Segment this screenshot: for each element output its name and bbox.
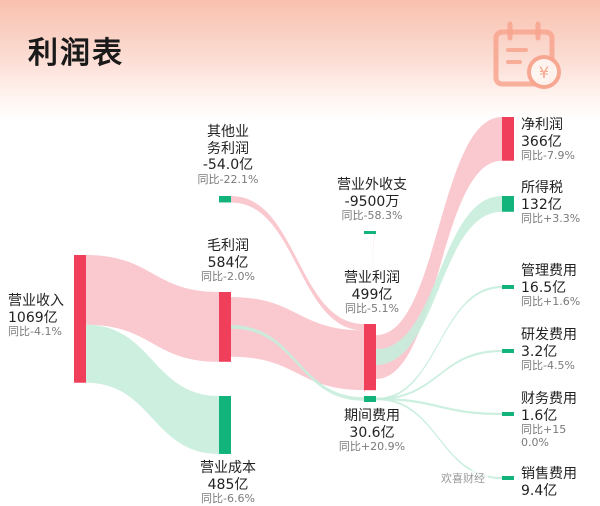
node-yoy: 同比+3.3% (521, 212, 581, 226)
node-yoy: 同比-7.9% (521, 149, 575, 163)
node-yoy: 同比-2.0% (201, 270, 255, 284)
node-value: 9.4亿 (521, 482, 558, 499)
label-non-operating: 营业外收支 -9500万 同比-58.3% (322, 177, 422, 223)
label-other-profit: 其他业 务利润 -54.0亿 同比-22.1% (186, 124, 270, 187)
label-gross-profit: 毛利润 584亿 同比-2.0% (186, 238, 270, 284)
node-name: 营业收入 (8, 293, 64, 309)
node-yoy: 同比-22.1% (197, 172, 259, 186)
label-cost: 营业成本 485亿 同比-6.6% (186, 460, 270, 506)
node-name: 财务费用 (521, 391, 577, 407)
label-admin-expense: 管理费用 16.5亿 同比+1.6% (521, 263, 580, 309)
node-bar-cost (219, 396, 231, 454)
node-value: 132亿 (521, 196, 562, 213)
node-bar-tax (502, 196, 514, 212)
node-yoy: 同比-4.1% (8, 325, 62, 339)
node-bar-revenue (74, 255, 86, 383)
node-bar-rd (502, 349, 514, 353)
node-name: 营业外收支 (337, 177, 407, 193)
node-name: 管理费用 (521, 263, 577, 279)
label-period-expense: 期间费用 30.6亿 同比+20.9% (324, 408, 420, 454)
node-yoy: 同比+1.6% (521, 295, 581, 309)
flow-other-to-opprofit (231, 196, 364, 331)
node-yoy: 同比-4.5% (521, 359, 575, 373)
flow-period-to-mgmt (376, 285, 502, 401)
node-bar-opprofit (364, 324, 376, 391)
page-title: 利润表 (28, 36, 124, 71)
node-name: 销售费用 (521, 466, 577, 482)
node-name: 毛利润 (207, 238, 249, 254)
node-bar-period (364, 396, 376, 402)
flow-gross-to-opprofit (231, 297, 364, 391)
node-name: 营业成本 (200, 460, 256, 476)
node-bar-mgmt (502, 285, 514, 289)
node-bar-nonop (364, 231, 376, 234)
node-bar-sales (502, 476, 514, 480)
node-yoy: 同比-6.6% (201, 492, 255, 506)
node-name-line-1: 其他业 (207, 124, 249, 140)
node-bar-fin (502, 412, 514, 416)
calendar-money-icon: ¥ (493, 21, 561, 89)
node-bar-gross (219, 292, 231, 362)
node-name: 期间费用 (344, 408, 400, 424)
label-sales-expense: 销售费用 9.4亿 (521, 466, 577, 499)
label-finance-expense: 财务费用 1.6亿 同比+15 0.0% (521, 391, 577, 450)
node-value: 1069亿 (8, 309, 58, 326)
node-bar-net (502, 117, 514, 161)
node-value: 1.6亿 (521, 407, 558, 424)
flow-period-to-rd (376, 349, 502, 401)
flow-period-to-fin (376, 397, 502, 416)
flow-gross-to-period (231, 325, 364, 401)
node-name-line-2: 务利润 (207, 140, 249, 157)
svg-text:¥: ¥ (539, 63, 549, 82)
flow-revenue-to-gross (86, 255, 219, 362)
flow-opprofit-to-tax (376, 196, 502, 365)
label-net-profit: 净利润 366亿 同比-7.9% (521, 117, 575, 163)
node-yoy: 同比-5.1% (345, 302, 399, 316)
node-value: 30.6亿 (349, 424, 395, 441)
node-value: 3.2亿 (521, 343, 558, 360)
flow-opprofit-to-net (376, 117, 502, 379)
node-value: 16.5亿 (521, 279, 567, 296)
node-name: 研发费用 (521, 327, 577, 343)
node-value: 366亿 (521, 133, 562, 150)
node-bar-other (219, 196, 231, 203)
flow-revenue-to-cost (86, 324, 219, 454)
watermark: 欢喜财经 (438, 470, 488, 486)
node-value: 485亿 (207, 476, 249, 493)
node-value: -54.0亿 (202, 157, 254, 174)
node-value: 584亿 (207, 254, 249, 271)
node-yoy: 同比+15 (521, 423, 567, 437)
node-name: 净利润 (521, 117, 563, 133)
label-operating-profit: 营业利润 499亿 同比-5.1% (324, 270, 420, 316)
node-name: 营业利润 (344, 270, 400, 286)
node-yoy: 同比-58.3% (341, 209, 403, 223)
node-yoy-cont: 0.0% (521, 436, 549, 449)
label-rd-expense: 研发费用 3.2亿 同比-4.5% (521, 327, 577, 373)
node-value: -9500万 (344, 193, 400, 210)
node-value: 499亿 (351, 286, 393, 303)
flow-nonop-to-opprofit (364, 231, 376, 393)
node-name: 所得税 (521, 180, 563, 196)
label-income-tax: 所得税 132亿 同比+3.3% (521, 180, 580, 226)
flow-period-to-sales (376, 397, 502, 480)
node-yoy: 同比+20.9% (338, 440, 406, 454)
label-revenue: 营业收入 1069亿 同比-4.1% (8, 293, 64, 339)
header-banner (0, 0, 600, 120)
